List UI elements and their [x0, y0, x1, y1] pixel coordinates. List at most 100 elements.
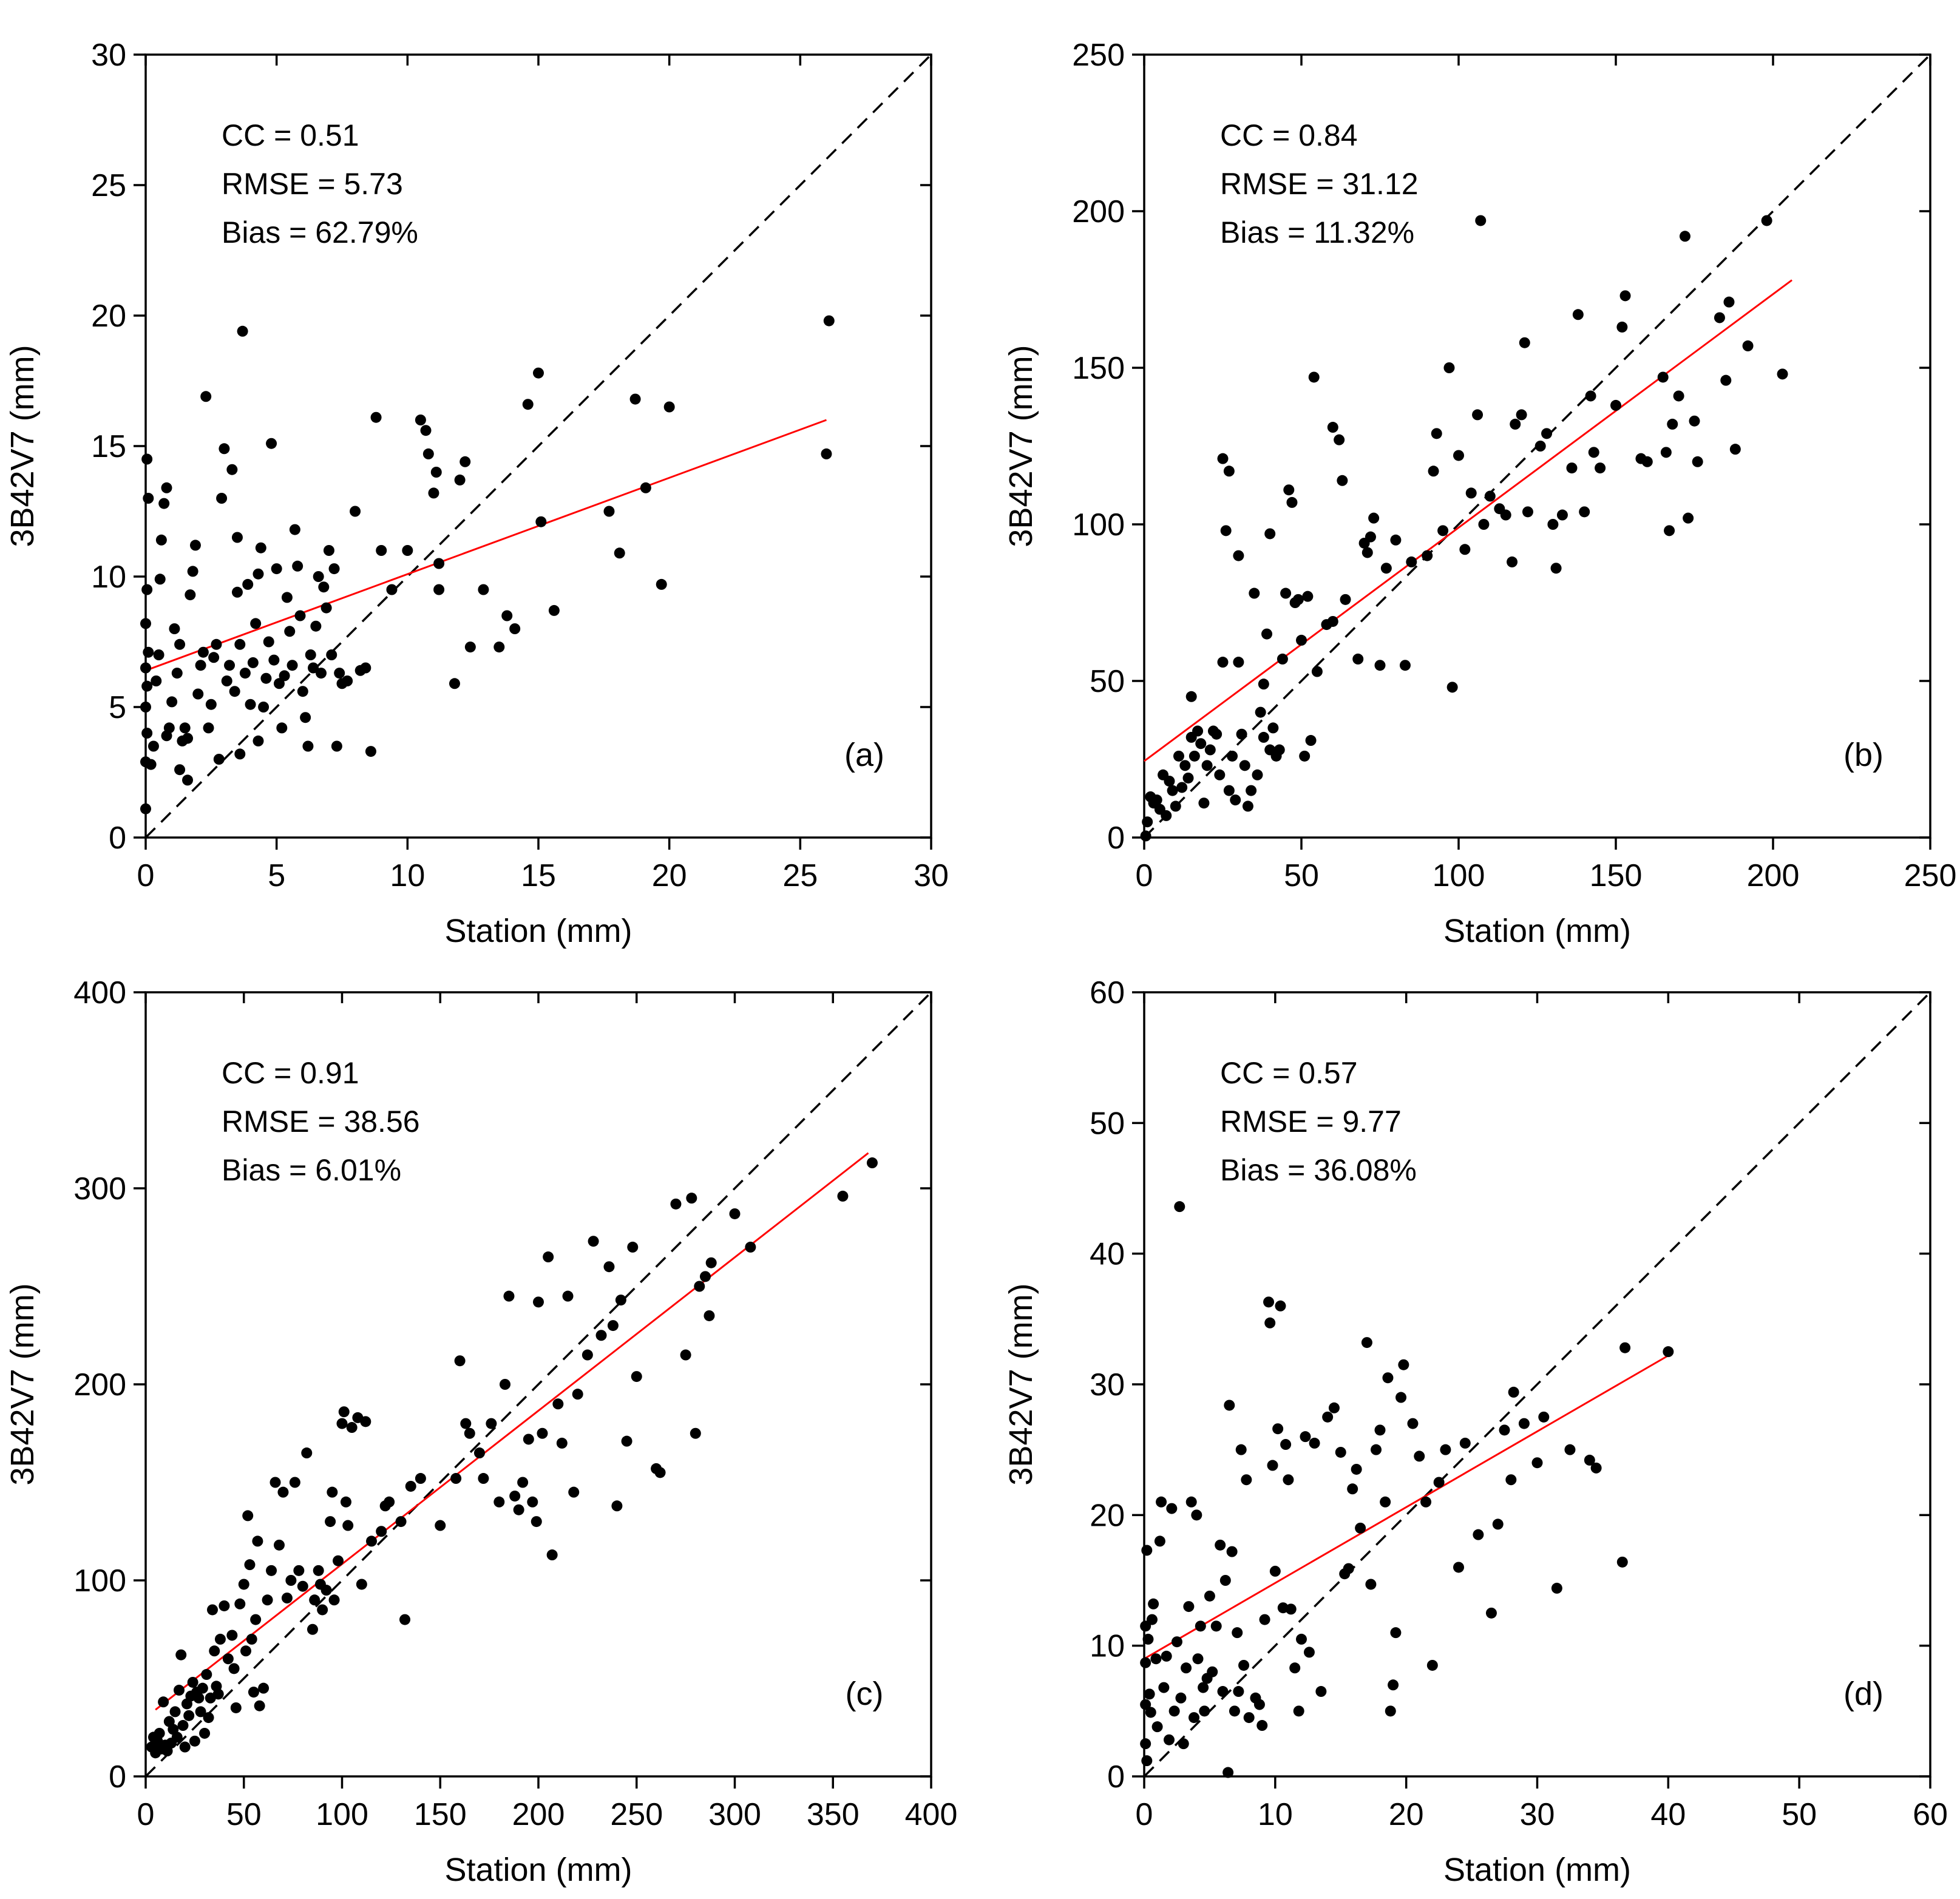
data-point [211, 638, 222, 650]
data-point [179, 722, 191, 734]
data-point [195, 1706, 206, 1718]
data-point [271, 563, 282, 575]
data-point [1485, 1607, 1497, 1619]
y-tick-label: 250 [1072, 38, 1125, 73]
data-point [1232, 1627, 1243, 1639]
y-tick-label: 100 [73, 1563, 126, 1599]
data-point [745, 1241, 756, 1253]
data-point [1322, 1411, 1334, 1423]
data-point [229, 686, 240, 697]
data-point [1398, 1359, 1409, 1370]
data-point [1385, 1705, 1396, 1717]
data-point [315, 668, 327, 679]
data-point [338, 1406, 350, 1418]
data-point [1619, 1342, 1631, 1353]
data-point [1556, 509, 1568, 521]
data-point [522, 399, 534, 410]
data-point [252, 1535, 263, 1547]
data-point [1253, 1699, 1265, 1710]
data-point [562, 1290, 574, 1302]
regression-line [1144, 279, 1792, 762]
data-point [141, 453, 153, 465]
y-axis-label: 3B42V7 (mm) [1003, 345, 1039, 547]
data-point [376, 1526, 387, 1537]
data-point [1610, 399, 1621, 411]
data-point [1510, 418, 1521, 430]
data-point [239, 668, 251, 679]
x-tick-label: 10 [390, 858, 425, 893]
data-point [1261, 628, 1273, 640]
data-point [1516, 409, 1527, 421]
data-point [1300, 1431, 1311, 1443]
stat-line: RMSE = 38.56 [222, 1105, 420, 1139]
data-point [182, 774, 194, 786]
data-point [289, 1477, 300, 1488]
data-point [1236, 728, 1247, 740]
data-point [206, 1604, 218, 1616]
data-point [1551, 1582, 1562, 1594]
data-point [543, 1251, 554, 1263]
data-point [588, 1236, 599, 1247]
data-point [247, 657, 259, 668]
data-point [292, 560, 303, 572]
data-point [1176, 782, 1188, 793]
data-point [1663, 1346, 1674, 1358]
x-tick-label: 30 [1520, 1797, 1555, 1832]
data-point [1242, 801, 1253, 812]
data-point [501, 610, 513, 621]
data-point [459, 456, 471, 467]
data-point [273, 1539, 285, 1551]
data-point [155, 534, 167, 546]
data-point [209, 1645, 220, 1657]
data-point [454, 474, 466, 486]
data-point [1641, 456, 1653, 467]
data-point [1158, 1682, 1170, 1693]
data-point [342, 675, 353, 686]
data-point [1255, 706, 1266, 718]
data-point [615, 1295, 626, 1306]
data-point [422, 448, 434, 459]
data-point [533, 1296, 544, 1308]
data-point [493, 641, 505, 653]
data-point [320, 1585, 332, 1596]
data-point [340, 1496, 351, 1508]
data-point [1579, 506, 1590, 518]
data-point [193, 1692, 205, 1704]
data-point [1683, 512, 1694, 524]
data-point [244, 1559, 256, 1571]
data-point [1522, 506, 1533, 518]
data-point [535, 516, 547, 527]
stat-line: RMSE = 9.77 [1220, 1105, 1402, 1139]
data-point [245, 699, 256, 710]
stat-line: RMSE = 5.73 [222, 167, 403, 201]
data-point [1207, 1666, 1218, 1677]
data-point [1204, 1590, 1215, 1602]
data-point [1144, 1688, 1155, 1700]
data-point [320, 602, 332, 614]
x-tick-label: 400 [905, 1797, 958, 1832]
data-point [313, 1565, 324, 1576]
data-point [1459, 544, 1471, 555]
data-point [195, 660, 206, 671]
x-tick-label: 0 [137, 858, 155, 893]
x-tick-label: 50 [1284, 858, 1319, 893]
data-point [509, 623, 521, 634]
data-point [1293, 1705, 1304, 1717]
data-point [405, 1480, 416, 1492]
data-point [234, 1598, 246, 1610]
data-point [699, 1271, 711, 1282]
data-point [523, 1434, 534, 1445]
y-tick-label: 20 [91, 299, 126, 334]
data-point [1161, 1650, 1172, 1662]
data-point [1233, 550, 1244, 561]
y-axis-label: 3B42V7 (mm) [4, 1283, 41, 1485]
data-point [213, 754, 225, 765]
data-point [1233, 1686, 1244, 1698]
data-point [310, 620, 322, 632]
data-point [1499, 1424, 1510, 1436]
data-point [704, 1310, 715, 1321]
data-point [1164, 776, 1175, 787]
data-point [1365, 1579, 1377, 1590]
data-point [614, 547, 625, 559]
data-point [1283, 484, 1295, 496]
